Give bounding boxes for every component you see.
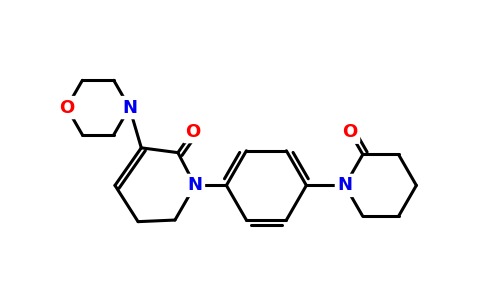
- Text: O: O: [59, 98, 74, 117]
- Text: N: N: [187, 176, 202, 194]
- Text: N: N: [338, 176, 353, 194]
- Text: N: N: [122, 98, 137, 117]
- Text: O: O: [185, 123, 200, 141]
- Text: O: O: [342, 123, 357, 141]
